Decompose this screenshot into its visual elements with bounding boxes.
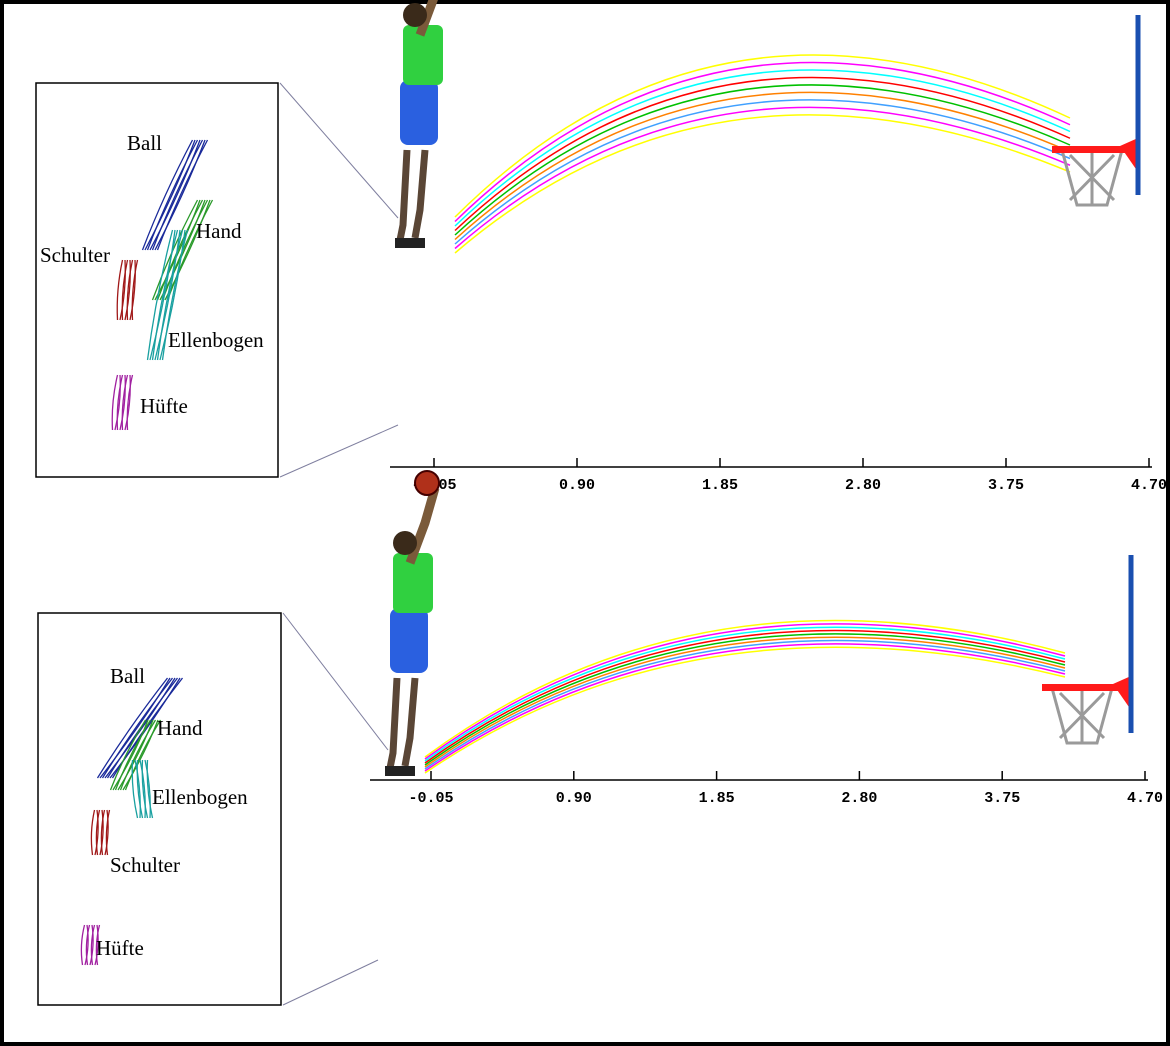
player-shoes: [385, 766, 415, 776]
inset-box: [38, 613, 281, 1005]
player-shorts: [390, 608, 428, 673]
x-tick-label: 3.75: [988, 477, 1024, 494]
player-head: [393, 531, 417, 555]
x-tick-label: 3.75: [984, 790, 1020, 807]
x-tick-label: 4.70: [1127, 790, 1163, 807]
player-shoes: [395, 238, 425, 248]
player-head: [403, 3, 427, 27]
x-tick-label: 1.85: [699, 790, 735, 807]
x-tick-label: 2.80: [841, 790, 877, 807]
inset-label: Hüfte: [140, 394, 188, 418]
x-tick-label: 1.85: [702, 477, 738, 494]
player-shorts: [400, 80, 438, 145]
inset-label: Schulter: [40, 243, 110, 267]
inset-label: Hüfte: [96, 936, 144, 960]
inset-label: Hand: [196, 219, 242, 243]
x-tick-label: -0.05: [408, 790, 453, 807]
inset-label: Ellenbogen: [168, 328, 264, 352]
inset-label: Ball: [110, 664, 145, 688]
x-tick-label: 4.70: [1131, 477, 1167, 494]
x-tick-label: 0.90: [556, 790, 592, 807]
inset-label: Hand: [157, 716, 203, 740]
x-tick-label: 2.80: [845, 477, 881, 494]
inset-label: Schulter: [110, 853, 180, 877]
x-tick-label: 0.90: [559, 477, 595, 494]
figure: Ball Hand Schulter Ellenbogen Hüfte -0.05 0.90…: [0, 0, 1170, 1046]
ball: [415, 471, 439, 495]
inset-label: Ellenbogen: [152, 785, 248, 809]
inset-label: Ball: [127, 131, 162, 155]
